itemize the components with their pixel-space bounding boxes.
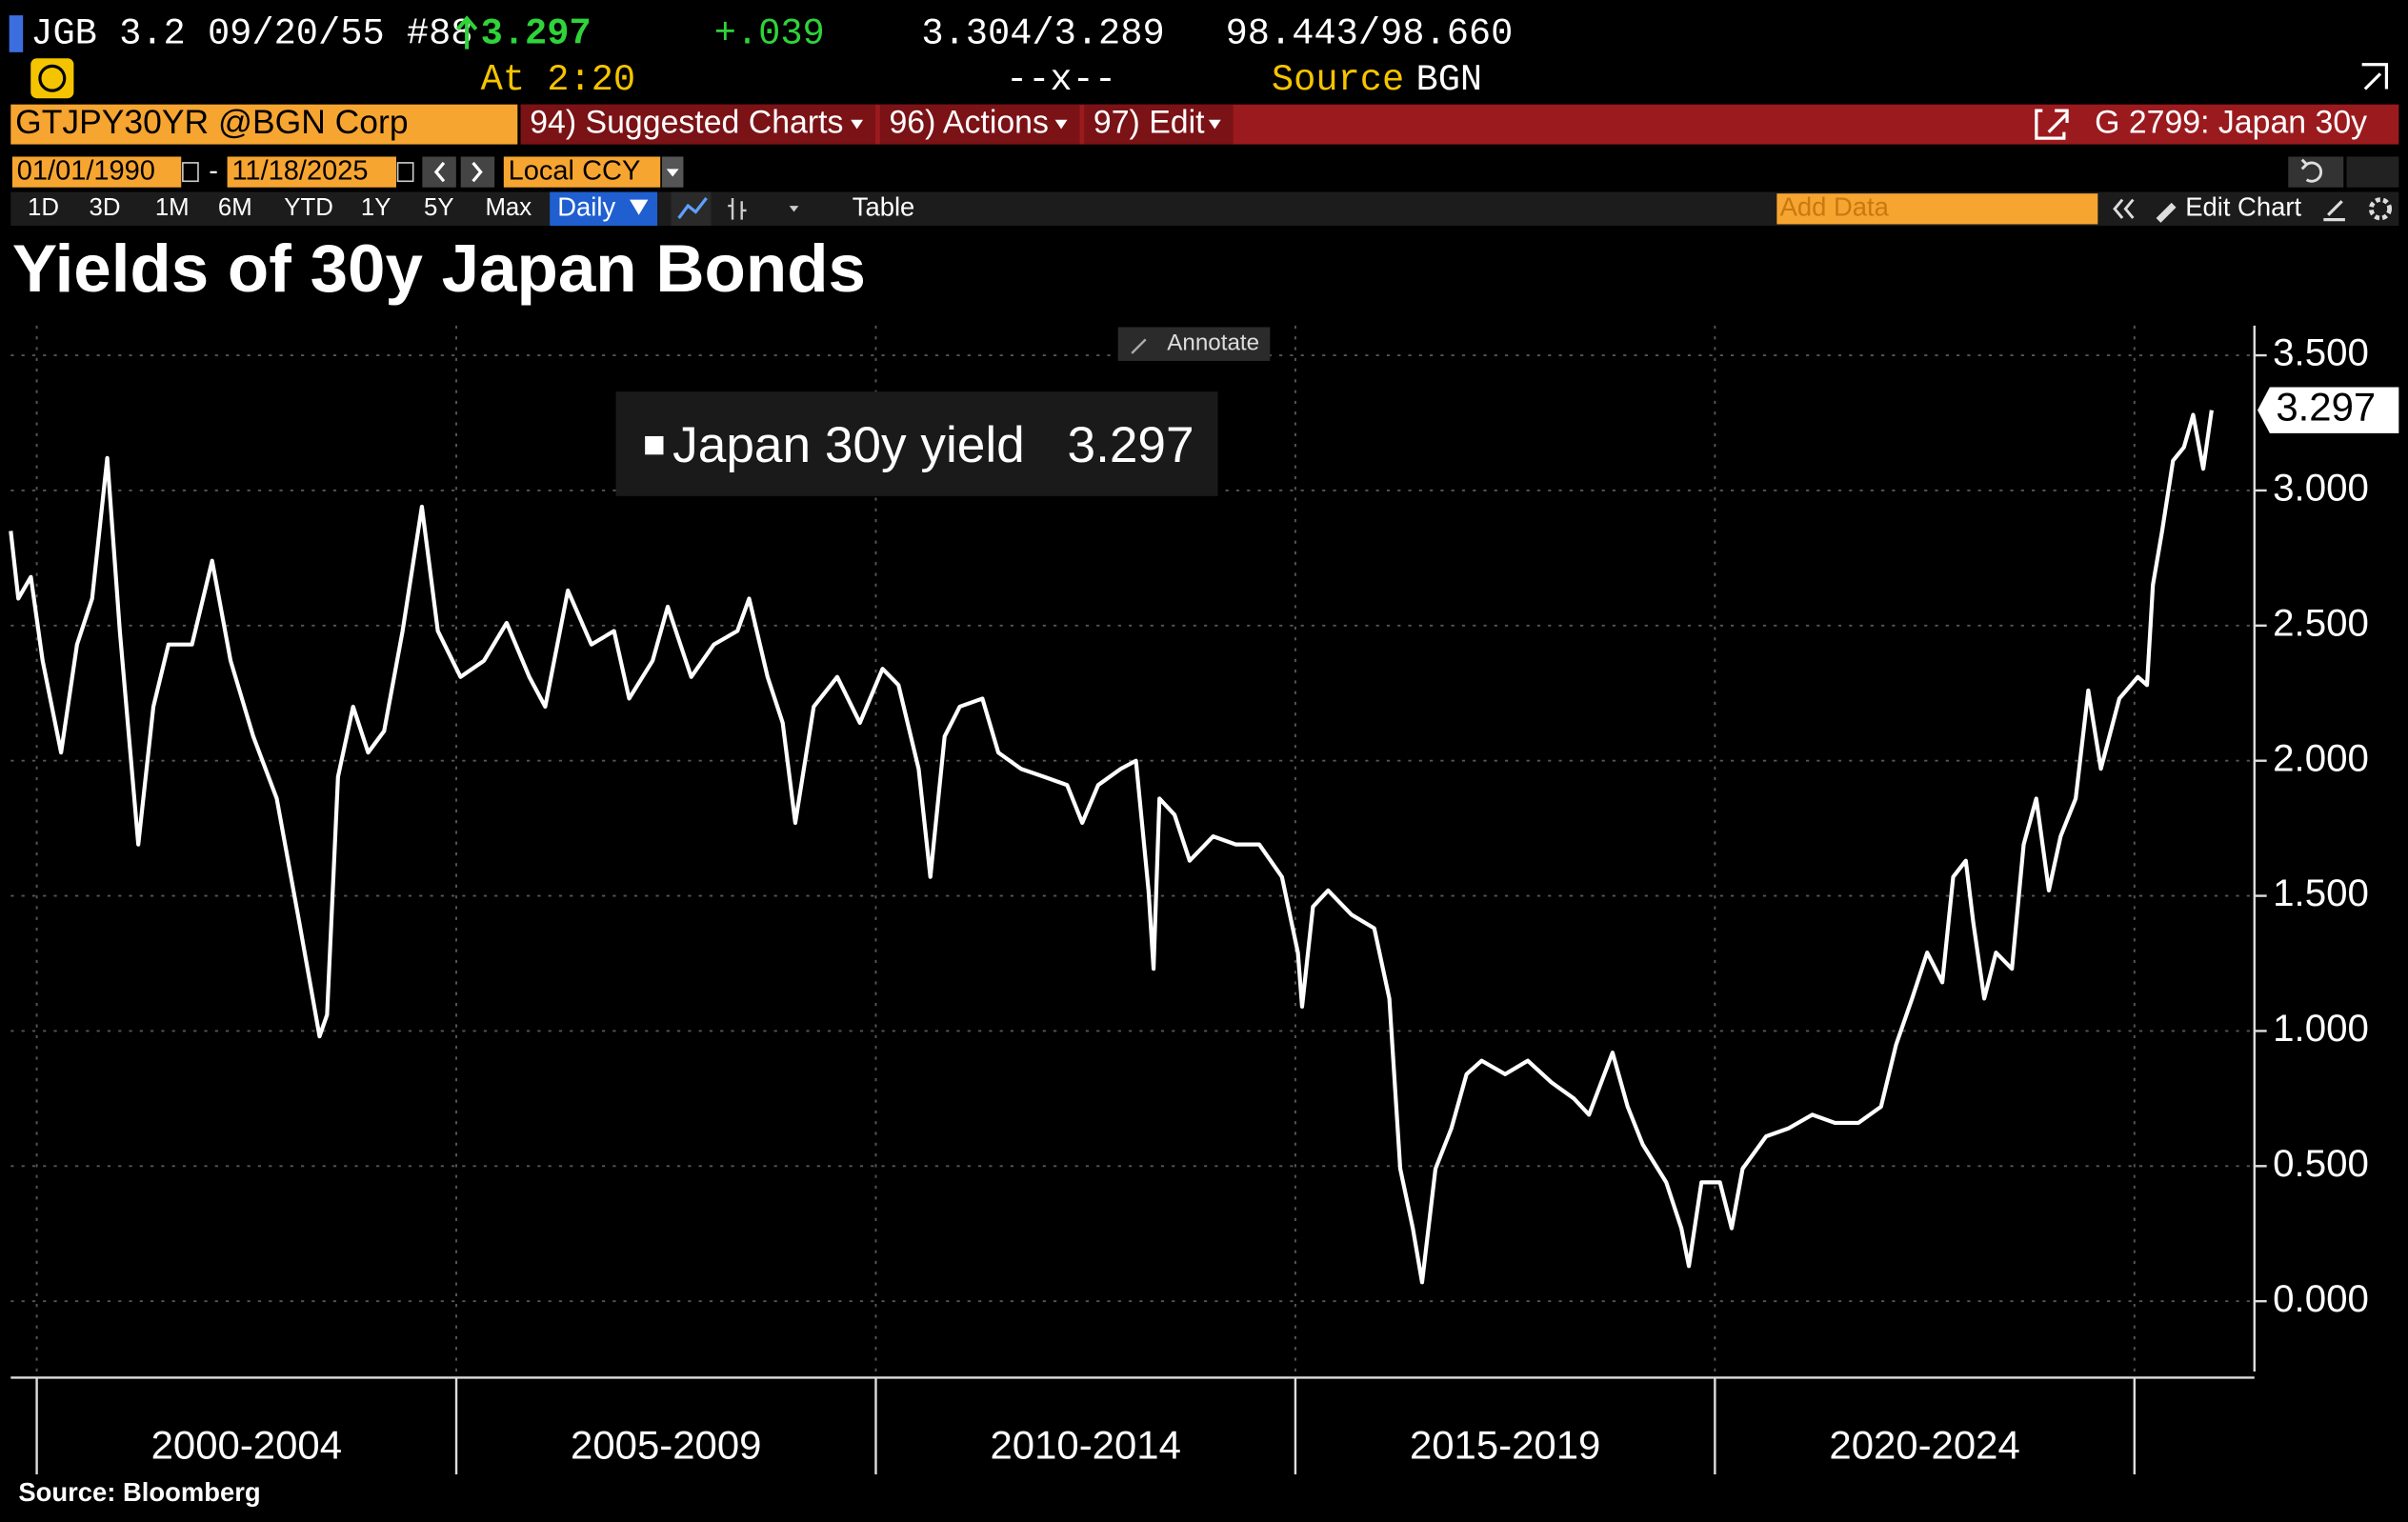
range-button[interactable]: 5Y bbox=[424, 194, 454, 221]
series-line bbox=[9, 410, 2214, 1285]
range-button[interactable]: 3D bbox=[90, 194, 121, 221]
menu-item[interactable]: 94) Suggested Charts bbox=[530, 105, 843, 141]
last-value-tag bbox=[2258, 387, 2399, 433]
time: At 2:20 bbox=[481, 59, 636, 101]
collapse-icon[interactable] bbox=[2113, 198, 2135, 219]
change: +.039 bbox=[714, 13, 825, 55]
range-button[interactable]: 1D bbox=[28, 194, 59, 221]
next-icon bbox=[472, 161, 483, 183]
settings-icon[interactable] bbox=[2368, 197, 2393, 221]
chart-title: Yields of 30y Japan Bonds bbox=[12, 231, 866, 307]
price-bid-ask: 98.443/98.660 bbox=[1226, 13, 1514, 55]
currency[interactable]: Local CCY bbox=[509, 155, 641, 186]
range-button[interactable]: 1M bbox=[155, 194, 190, 221]
menu-item[interactable]: 97) Edit bbox=[1094, 105, 1205, 141]
dropdown-arrow bbox=[789, 206, 799, 212]
ticker: GTJPY30YR @BGN Corp bbox=[15, 103, 408, 141]
menu-item[interactable]: 96) Actions bbox=[889, 105, 1048, 141]
end-date[interactable]: 11/18/2025 bbox=[231, 155, 368, 186]
date-box[interactable] bbox=[227, 156, 396, 188]
range-button[interactable]: 6M bbox=[218, 194, 252, 221]
ticker-box[interactable] bbox=[10, 104, 518, 145]
y-tick-label: 0.500 bbox=[2273, 1142, 2369, 1185]
source-value: BGN bbox=[1415, 59, 1482, 101]
y-tick-label: 2.500 bbox=[2273, 601, 2369, 644]
table-button[interactable]: Table bbox=[853, 192, 915, 222]
popout-icon[interactable] bbox=[2361, 63, 2389, 90]
bid-ask: 3.304/3.289 bbox=[921, 13, 1164, 55]
x-tick-label: 2005-2009 bbox=[571, 1423, 761, 1468]
annotate-icon bbox=[1131, 338, 1147, 354]
spread: --x-- bbox=[1006, 59, 1116, 101]
legend bbox=[615, 391, 1218, 496]
y-tick-label: 3.500 bbox=[2273, 331, 2369, 374]
legend-label: Japan 30y yield bbox=[672, 417, 1025, 473]
menu-button[interactable] bbox=[879, 104, 1080, 145]
legend-swatch bbox=[645, 435, 664, 455]
date-sep: - bbox=[209, 155, 218, 186]
alert-icon[interactable] bbox=[30, 58, 74, 99]
last-price: 3.297 bbox=[481, 13, 592, 55]
y-tick-label: 1.500 bbox=[2273, 871, 2369, 914]
chart-source: Source: Bloomberg bbox=[18, 1477, 260, 1507]
dropdown-arrow bbox=[1054, 119, 1068, 130]
dropdown-arrow bbox=[1208, 119, 1221, 130]
last-value-label: 3.297 bbox=[2276, 385, 2376, 430]
bar-chart-icon[interactable] bbox=[728, 198, 747, 220]
pencil-icon bbox=[2156, 202, 2177, 223]
dropdown-arrow bbox=[851, 119, 864, 130]
source-label: Source bbox=[1272, 59, 1404, 101]
y-tick-label: 0.000 bbox=[2273, 1277, 2369, 1320]
add-data-box[interactable] bbox=[1776, 193, 2098, 225]
range-button[interactable]: 1Y bbox=[361, 194, 391, 221]
edit-chart[interactable]: Edit Chart bbox=[2185, 192, 2301, 222]
plot: 0.000 0.500 1.000 1.500 2.000 2.500 3.000 3.500… bbox=[9, 325, 2399, 1475]
y-tick-label: 3.000 bbox=[2273, 467, 2369, 510]
dropdown-arrow bbox=[630, 199, 649, 215]
prev-button[interactable] bbox=[422, 156, 456, 188]
menu-button[interactable] bbox=[1084, 104, 1234, 145]
currency-box[interactable] bbox=[503, 156, 661, 188]
x-tick-label: 2010-2014 bbox=[991, 1423, 1181, 1468]
date-box[interactable] bbox=[11, 156, 182, 188]
up-arrow bbox=[455, 15, 478, 50]
calendar-icon[interactable] bbox=[396, 162, 414, 183]
y-tick-label: 2.000 bbox=[2273, 736, 2369, 779]
prev-icon bbox=[433, 161, 446, 183]
launch-icon[interactable] bbox=[2035, 109, 2069, 140]
y-tick-label: 1.000 bbox=[2273, 1007, 2369, 1050]
x-tick-label: 2020-2024 bbox=[1829, 1423, 2019, 1468]
line-chart-icon bbox=[677, 197, 708, 219]
undo-button[interactable] bbox=[2288, 156, 2344, 188]
legend-value: 3.297 bbox=[1068, 417, 1194, 473]
marker bbox=[9, 15, 24, 52]
calendar-icon[interactable] bbox=[182, 162, 199, 183]
undo-icon bbox=[2300, 158, 2322, 183]
annotate[interactable]: Annotate bbox=[1167, 330, 1259, 356]
alert-icon-dial bbox=[38, 64, 67, 92]
dropdown-arrow bbox=[666, 169, 679, 177]
start-date[interactable]: 01/01/1990 bbox=[17, 155, 155, 186]
next-button[interactable] bbox=[460, 156, 495, 188]
add-data[interactable]: Add Data bbox=[1780, 192, 1890, 222]
annotate-button[interactable] bbox=[1117, 327, 1271, 361]
function: G 2799: Japan 30y bbox=[2095, 105, 2367, 141]
range-button[interactable]: Max bbox=[485, 194, 532, 221]
range-button[interactable]: YTD bbox=[284, 194, 333, 221]
redo-button[interactable] bbox=[2346, 156, 2399, 188]
frequency[interactable]: Daily bbox=[557, 192, 615, 222]
x-tick-label: 2015-2019 bbox=[1410, 1423, 1600, 1468]
x-tick-label: 2000-2004 bbox=[151, 1423, 342, 1468]
draw-icon[interactable] bbox=[2323, 200, 2345, 222]
security: JGB 3.2 09/20/55 #88 bbox=[30, 13, 472, 55]
range-buttons: 1D 3D 1M 6M YTD 1Y 5Y Max bbox=[28, 194, 532, 221]
menu-button[interactable] bbox=[520, 104, 875, 145]
